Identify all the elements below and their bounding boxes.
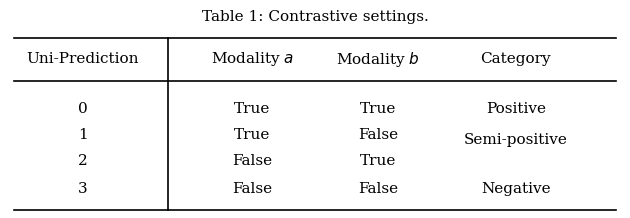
Text: True: True <box>360 102 396 116</box>
Text: False: False <box>232 182 272 196</box>
Text: True: True <box>234 102 270 116</box>
Text: 2: 2 <box>78 154 88 168</box>
Text: Modality $b$: Modality $b$ <box>336 50 420 69</box>
Text: 3: 3 <box>78 182 88 196</box>
Text: Uni-Prediction: Uni-Prediction <box>26 53 139 66</box>
Text: Negative: Negative <box>481 182 551 196</box>
Text: True: True <box>234 128 270 142</box>
Text: True: True <box>360 154 396 168</box>
Text: Table 1: Contrastive settings.: Table 1: Contrastive settings. <box>202 10 428 24</box>
Text: False: False <box>232 154 272 168</box>
Text: Modality $a$: Modality $a$ <box>210 51 294 68</box>
Text: False: False <box>358 128 398 142</box>
Text: Category: Category <box>481 53 551 66</box>
Text: Semi-positive: Semi-positive <box>464 133 568 147</box>
Text: Positive: Positive <box>486 102 546 116</box>
Text: 1: 1 <box>78 128 88 142</box>
Text: 0: 0 <box>78 102 88 116</box>
Text: False: False <box>358 182 398 196</box>
